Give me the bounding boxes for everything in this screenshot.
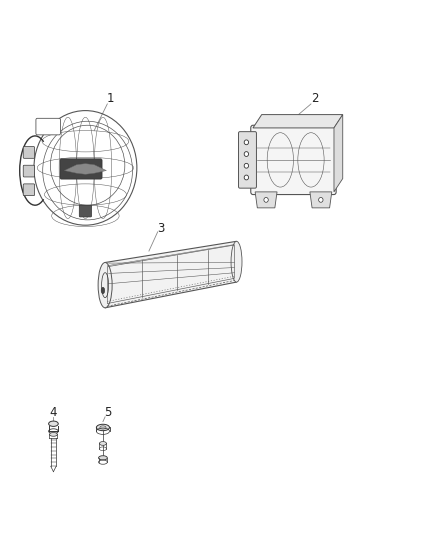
Text: 4: 4 [49, 406, 57, 419]
FancyBboxPatch shape [23, 165, 35, 177]
Polygon shape [64, 164, 106, 174]
Ellipse shape [49, 433, 57, 436]
Polygon shape [105, 241, 237, 308]
FancyBboxPatch shape [36, 118, 60, 135]
Ellipse shape [318, 198, 323, 203]
Ellipse shape [244, 175, 249, 180]
FancyBboxPatch shape [60, 159, 102, 179]
Ellipse shape [231, 241, 242, 282]
FancyBboxPatch shape [238, 132, 257, 188]
Polygon shape [253, 115, 343, 128]
FancyBboxPatch shape [79, 205, 92, 217]
Ellipse shape [101, 287, 105, 294]
Text: 3: 3 [158, 222, 165, 235]
Ellipse shape [96, 424, 110, 431]
Ellipse shape [244, 140, 249, 145]
Polygon shape [310, 192, 332, 208]
Text: 1: 1 [106, 92, 114, 105]
Ellipse shape [264, 198, 268, 203]
FancyBboxPatch shape [23, 184, 35, 196]
FancyBboxPatch shape [251, 125, 336, 195]
FancyBboxPatch shape [23, 147, 35, 158]
Ellipse shape [49, 421, 58, 426]
Polygon shape [255, 192, 277, 208]
Polygon shape [334, 115, 343, 192]
Text: 2: 2 [311, 92, 318, 105]
Ellipse shape [244, 163, 249, 168]
Text: 5: 5 [105, 406, 112, 419]
Ellipse shape [99, 441, 106, 445]
Ellipse shape [244, 152, 249, 157]
Ellipse shape [99, 456, 107, 460]
Ellipse shape [98, 263, 112, 308]
